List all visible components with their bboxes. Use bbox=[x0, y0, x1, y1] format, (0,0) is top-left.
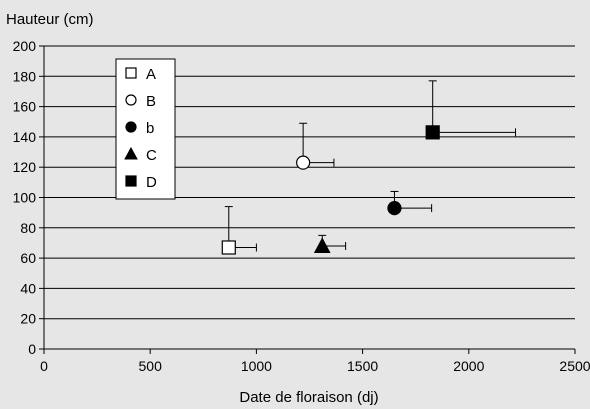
x-tick-label: 500 bbox=[139, 358, 163, 374]
y-tick-label: 80 bbox=[20, 220, 36, 236]
y-tick-label: 160 bbox=[13, 99, 37, 115]
legend-label: D bbox=[146, 174, 157, 191]
y-tick-label: 200 bbox=[13, 38, 37, 54]
y-tick-label: 20 bbox=[20, 311, 36, 327]
x-tick-label: 2500 bbox=[559, 358, 590, 374]
series-B bbox=[296, 122, 335, 170]
data-point bbox=[425, 125, 440, 140]
legend-label: B bbox=[146, 93, 156, 110]
y-axis-title: Hauteur (cm) bbox=[6, 11, 94, 28]
y-tick-label: 180 bbox=[13, 68, 37, 84]
legend-marker-B bbox=[125, 94, 137, 106]
series-b bbox=[387, 190, 433, 216]
legend-marker-b bbox=[125, 121, 137, 133]
x-tick-label: 0 bbox=[40, 358, 48, 374]
data-point bbox=[387, 201, 402, 216]
series-C bbox=[313, 234, 347, 253]
x-axis-title: Date de floraison (dj) bbox=[239, 389, 378, 406]
axes bbox=[39, 45, 576, 354]
y-tick-label: 100 bbox=[13, 190, 37, 206]
x-tick-label: 1000 bbox=[241, 358, 272, 374]
data-point bbox=[313, 237, 331, 253]
y-tick-label: 140 bbox=[13, 129, 37, 145]
y-tick-label: 120 bbox=[13, 159, 37, 175]
y-tick-label: 60 bbox=[20, 250, 36, 266]
data-marks bbox=[221, 80, 517, 255]
legend-label: b bbox=[146, 120, 154, 137]
legend-marker-C bbox=[124, 146, 138, 160]
legend-marker-A bbox=[125, 67, 137, 79]
data-point bbox=[296, 155, 311, 170]
y-tick-label: 0 bbox=[28, 341, 36, 357]
legend-marker-D bbox=[125, 175, 137, 187]
series-D bbox=[425, 80, 517, 140]
legend-label: C bbox=[146, 147, 157, 164]
data-point bbox=[221, 240, 236, 255]
y-tick-label: 40 bbox=[20, 280, 36, 296]
legend-label: A bbox=[146, 66, 156, 83]
x-tick-label: 1500 bbox=[347, 358, 378, 374]
series-A bbox=[221, 206, 257, 255]
x-tick-label: 2000 bbox=[453, 358, 484, 374]
